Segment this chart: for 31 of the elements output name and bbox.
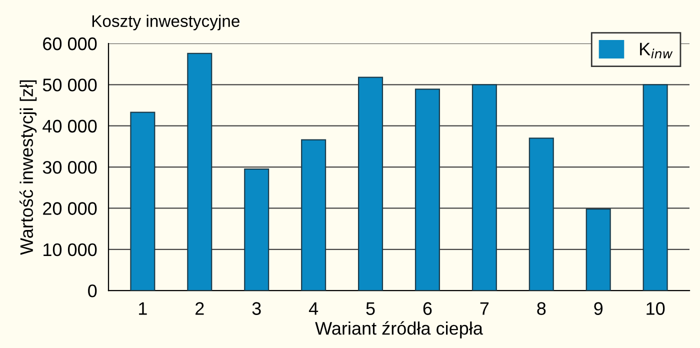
x-tick-label: 8	[537, 302, 546, 315]
bar	[358, 76, 384, 291]
x-tick-label: 4	[308, 302, 318, 315]
bar	[187, 52, 212, 291]
y-tick-label: 50 000	[42, 78, 97, 92]
x-tick-label: 7	[480, 302, 489, 315]
x-tick-label: 5	[366, 302, 375, 315]
bar	[642, 84, 668, 291]
x-tick-label: 2	[196, 302, 204, 315]
chart-title: Koszty inwestycyjne	[92, 14, 240, 30]
legend-label: K$_{inw}$	[640, 42, 673, 58]
bar	[528, 138, 554, 291]
bar	[301, 139, 326, 291]
y-tick-label: 60 000	[43, 37, 97, 50]
x-tick-label: 10	[646, 302, 665, 315]
y-axis-title: Wartość inwestycji [zł]	[20, 80, 37, 255]
x-tick-label: 3	[252, 302, 261, 315]
bar	[414, 88, 440, 291]
y-tick-label: 10 000	[44, 243, 97, 256]
y-tick-label: 0	[88, 284, 97, 298]
y-tick-label: 40 000	[42, 120, 97, 133]
bar	[586, 208, 611, 291]
bar	[244, 168, 270, 291]
bar	[472, 84, 497, 291]
x-axis-title: Wariant źródła ciepła	[315, 321, 483, 338]
bar	[130, 112, 156, 291]
y-tick-label: 30 000	[42, 160, 97, 174]
x-tick-label: 6	[423, 302, 432, 315]
x-tick-label: 1	[139, 302, 147, 315]
y-tick-label: 20 000	[43, 202, 97, 215]
x-tick-label: 9	[594, 302, 603, 315]
